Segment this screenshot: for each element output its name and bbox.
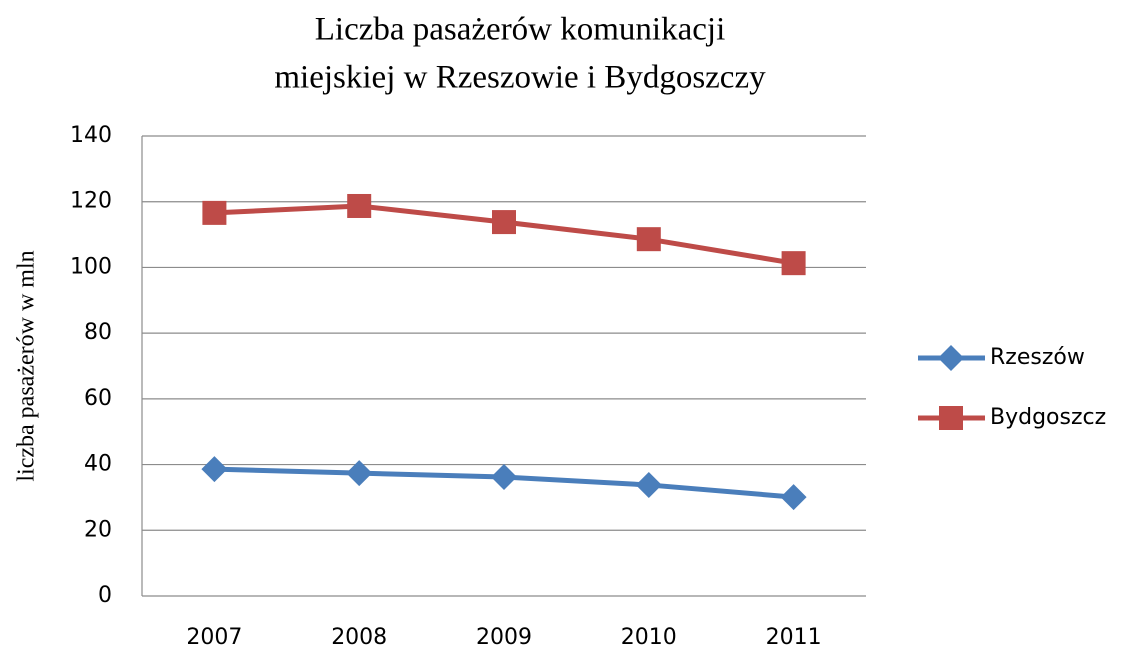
x-tick-label: 2008	[331, 625, 387, 648]
data-point	[491, 464, 517, 491]
y-tick-label: 60	[84, 386, 112, 411]
data-point	[492, 210, 516, 235]
data-point	[636, 227, 661, 252]
data-point	[347, 193, 372, 218]
y-tick-label: 100	[70, 254, 112, 279]
y-tick-label: 0	[98, 583, 112, 608]
chart-title: Liczba pasażerów komunikacji	[315, 12, 726, 48]
data-point	[780, 484, 807, 511]
chart-title: miejskiej w Rzeszowie i Bydgoszczy	[274, 60, 766, 96]
y-tick-label: 40	[84, 452, 112, 477]
x-tick-label: 2009	[476, 625, 532, 648]
x-tick-label: 2007	[186, 625, 242, 648]
x-tick-label: 2010	[621, 625, 677, 648]
data-point	[202, 200, 227, 225]
data-point	[346, 460, 373, 487]
y-tick-label: 80	[84, 320, 112, 345]
data-point	[201, 456, 228, 483]
x-tick-label: 2011	[766, 625, 822, 648]
legend-marker	[938, 345, 964, 371]
data-point	[635, 471, 662, 498]
y-axis-label: liczba pasażerów w mln	[14, 250, 40, 481]
legend-label: Rzeszów	[990, 345, 1085, 370]
legend-label: Bydgoszcz	[990, 405, 1106, 430]
y-tick-label: 20	[84, 517, 112, 542]
data-point	[781, 251, 806, 276]
legend-marker	[939, 406, 963, 430]
y-tick-label: 120	[70, 189, 112, 214]
y-tick-label: 140	[70, 123, 112, 148]
